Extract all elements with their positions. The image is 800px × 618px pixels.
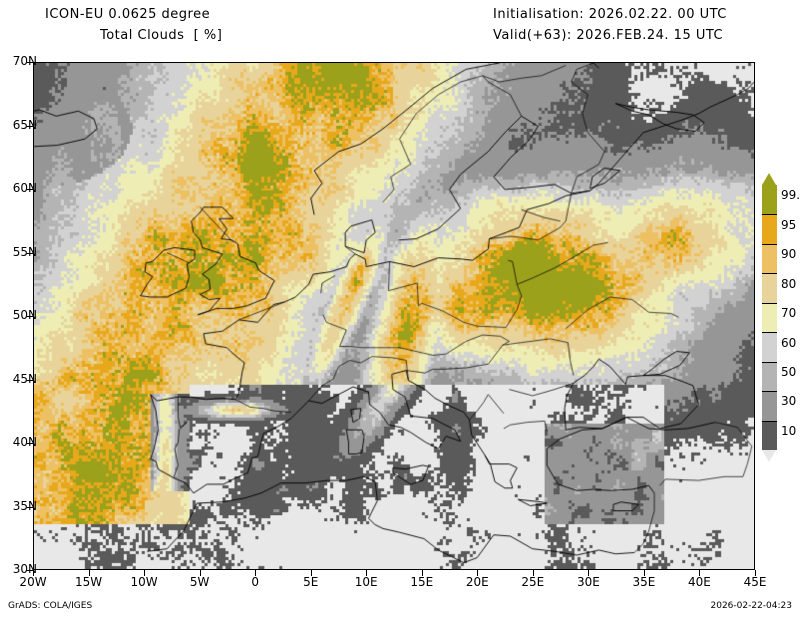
y-tick-label: 60N: [12, 181, 37, 195]
y-tick-label: 55N: [12, 244, 37, 259]
x-tick-mark: [88, 570, 90, 576]
y-tick-label: 30N: [12, 562, 37, 576]
x-tick-mark: [144, 570, 146, 576]
colorbar-bottom-cap: [762, 450, 776, 462]
x-tick-mark: [755, 570, 756, 576]
y-tick-mark: [27, 189, 33, 190]
colorbar-tick-label: 95: [781, 217, 797, 232]
colorbar-segment: [762, 214, 777, 244]
x-tick-label: 0: [251, 575, 259, 589]
x-tick-label: 15E: [410, 575, 434, 589]
header-field-title: Total Clouds [ %]: [100, 28, 223, 43]
x-tick-label: 35E: [632, 575, 656, 589]
colorbar-segment: [762, 243, 777, 274]
x-tick-label: 20W: [19, 575, 47, 589]
footer-timestamp: 2026-02-22-04:23: [710, 601, 793, 611]
colorbar-tick-mark: [762, 302, 777, 304]
x-tick-label: 45E: [743, 575, 767, 589]
colorbar-segment: [762, 420, 777, 450]
colorbar-segment: [762, 332, 777, 362]
x-tick-mark: [588, 570, 590, 576]
x-tick-mark: [699, 570, 701, 576]
x-tick-mark: [477, 570, 479, 576]
y-tick-label: 65N: [12, 117, 37, 132]
colorbar-tick-mark: [762, 273, 777, 275]
footer-credit: GrADS: COLA/IGES: [8, 601, 93, 611]
y-tick-mark: [27, 252, 33, 254]
x-tick-label: 15W: [74, 575, 103, 589]
colorbar-tick-mark: [762, 420, 777, 422]
x-tick-label: 5W: [189, 575, 210, 589]
x-tick-label: 25E: [521, 575, 545, 589]
x-tick-label: 10E: [354, 575, 378, 589]
y-tick-mark: [27, 379, 33, 381]
x-tick-label: 30E: [576, 575, 600, 589]
y-tick-label: 45N: [12, 371, 37, 386]
y-tick-mark: [27, 506, 33, 508]
y-tick-mark: [27, 316, 33, 317]
x-tick-mark: [33, 570, 34, 576]
x-tick-label: 20E: [465, 575, 489, 589]
colorbar-tick-mark: [762, 361, 777, 363]
x-tick-label: 10W: [130, 575, 158, 589]
colorbar-tick-label: 70: [781, 306, 797, 321]
y-tick-mark: [27, 570, 33, 571]
colorbar-segment: [762, 302, 777, 333]
colorbar-legend: [762, 173, 777, 462]
x-tick-mark: [532, 570, 534, 576]
colorbar-top-cap: [762, 173, 776, 185]
colorbar-tick-label: 30: [781, 394, 797, 409]
colorbar-segment: [762, 391, 777, 421]
map-plot-area[interactable]: [33, 62, 755, 570]
x-tick-mark: [310, 570, 312, 576]
colorbar-tick-label: 80: [781, 276, 797, 291]
header-initialisation: Initialisation: 2026.02.22. 00 UTC: [493, 7, 727, 22]
header-model-title: ICON-EU 0.0625 degree: [45, 7, 211, 22]
colorbar-tick-mark: [762, 214, 777, 216]
header-valid-time: Valid(+63): 2026.FEB.24. 15 UTC: [493, 28, 724, 43]
colorbar-tick-mark: [762, 243, 777, 245]
colorbar-segment: [762, 361, 777, 392]
x-tick-label: 5E: [303, 575, 319, 589]
colorbar-tick-mark: [762, 332, 777, 334]
x-tick-mark: [366, 570, 368, 576]
y-tick-mark: [27, 125, 33, 127]
colorbar-tick-label: 99.5: [781, 188, 800, 203]
x-tick-mark: [643, 570, 645, 576]
x-tick-label: 40E: [688, 575, 711, 589]
y-tick-label: 35N: [12, 498, 37, 513]
y-tick-label: 40N: [12, 435, 37, 449]
colorbar-tick-mark: [762, 391, 777, 393]
y-tick-mark: [27, 443, 33, 444]
colorbar-segment: [762, 185, 777, 215]
cloud-cover-heatmap: [34, 63, 754, 569]
y-tick-label: 70N: [12, 54, 37, 68]
y-tick-label: 50N: [12, 308, 37, 322]
x-tick-mark: [255, 570, 257, 576]
colorbar-tick-label: 50: [781, 364, 797, 379]
colorbar-tick-label: 10: [781, 423, 797, 438]
colorbar-tick-label: 90: [781, 247, 797, 262]
colorbar-tick-label: 60: [781, 335, 797, 350]
x-tick-mark: [421, 570, 423, 576]
colorbar-segment: [762, 273, 777, 303]
y-tick-mark: [27, 62, 33, 63]
x-tick-mark: [199, 570, 201, 576]
